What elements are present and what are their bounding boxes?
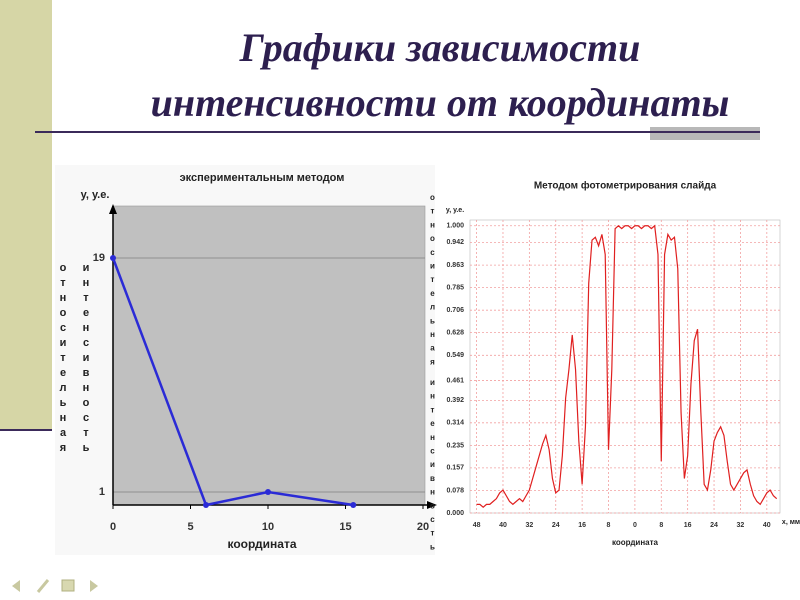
y-tick-label: 0.392 xyxy=(446,397,464,404)
nav-icons xyxy=(12,579,98,593)
title-accent xyxy=(650,127,760,140)
y-tick-label: 0.235 xyxy=(446,442,464,449)
y-axis-label-vertical: интенсивность xyxy=(428,378,437,557)
y-tick-label: 0.628 xyxy=(446,329,464,336)
side-bar xyxy=(0,0,52,430)
x-tick-label: 0 xyxy=(633,522,637,529)
chart-title: Методом фотометрирования слайда xyxy=(534,180,717,192)
x-axis-arrow xyxy=(427,501,437,509)
data-point xyxy=(203,502,209,508)
nav-pen[interactable] xyxy=(36,579,50,593)
data-line xyxy=(476,224,778,509)
y-tick-label: 0.314 xyxy=(446,420,464,427)
data-point xyxy=(350,502,357,508)
x-tick-label: 32 xyxy=(525,522,533,529)
x-unit-label: х, мм xyxy=(782,519,800,526)
x-tick-label: 0 xyxy=(110,521,116,533)
x-tick-label: 24 xyxy=(710,522,718,529)
slide-title: интенсивности от координаты xyxy=(151,80,730,125)
y-axis-label: у, у.е. xyxy=(81,189,110,201)
y-tick-label: 0.078 xyxy=(446,487,464,494)
x-axis-label: координата xyxy=(227,537,296,551)
chart-title: экспериментальным методом xyxy=(180,172,345,184)
x-axis-label: координата xyxy=(612,538,659,547)
y-tick-label: 0.000 xyxy=(446,510,464,517)
y-axis-arrow xyxy=(109,204,117,214)
data-point xyxy=(265,489,271,495)
x-tick-label: 15 xyxy=(339,521,351,533)
plot-area xyxy=(112,205,426,506)
y-tick-label: 0.942 xyxy=(446,239,464,246)
y-tick-label: 1.000 xyxy=(446,223,464,230)
y-tick-label: 1 xyxy=(99,486,105,498)
y-axis-label-vertical: относительная xyxy=(57,262,69,457)
x-tick-label: 8 xyxy=(659,522,663,529)
slide-title: Графики зависимости xyxy=(239,25,641,70)
x-tick-label: 32 xyxy=(737,522,745,529)
x-tick-label: 16 xyxy=(578,522,586,529)
y-tick-label: 0.461 xyxy=(446,377,464,384)
y-tick-label: 0.863 xyxy=(446,262,464,269)
x-tick-label: 20 xyxy=(417,521,429,533)
y-tick-label: 0.549 xyxy=(446,352,464,359)
x-tick-label: 5 xyxy=(187,521,193,533)
y-axis-label-vertical: относительная xyxy=(428,193,437,372)
y-tick-label: 0.706 xyxy=(446,307,464,314)
y-tick-label: 19 xyxy=(93,252,105,264)
plot-area xyxy=(469,219,781,514)
x-tick-label: 16 xyxy=(684,522,692,529)
data-point xyxy=(110,255,116,261)
x-tick-label: 40 xyxy=(499,522,507,529)
nav-menu[interactable] xyxy=(61,579,75,592)
y-axis-label-vertical: интенсивность xyxy=(80,262,92,457)
x-tick-label: 8 xyxy=(607,522,611,529)
x-tick-label: 40 xyxy=(763,522,771,529)
x-tick-label: 48 xyxy=(473,522,481,529)
y-tick-label: 0.785 xyxy=(446,284,464,291)
x-tick-label: 24 xyxy=(552,522,560,529)
nav-forward[interactable] xyxy=(90,580,98,592)
y-tick-label: 0.157 xyxy=(446,465,464,472)
y-axis-label: у, у.е. xyxy=(446,207,464,214)
x-tick-label: 10 xyxy=(262,521,274,533)
data-line xyxy=(111,257,354,507)
nav-back[interactable] xyxy=(12,580,20,592)
